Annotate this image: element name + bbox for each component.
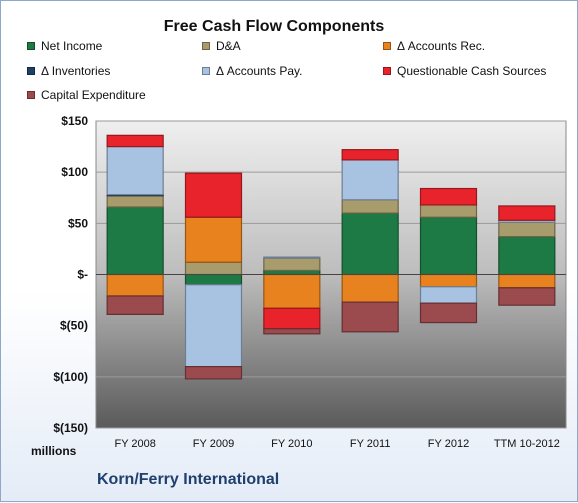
legend-item: Δ Accounts Pay. [202,64,303,78]
bar-segment [498,205,556,221]
y-tick-label: $150 [61,114,88,128]
legend-swatch [383,67,391,75]
legend-label: Δ Accounts Rec. [397,39,486,53]
legend-swatch [27,91,35,99]
bar-segment [498,273,556,289]
x-tick-label: FY 2009 [193,438,234,450]
bar-segment [341,149,399,161]
bar-segment [263,256,321,259]
y-axis-units-label: millions [31,444,77,458]
legend-item: Δ Accounts Rec. [383,39,485,53]
legend-label: Questionable Cash Sources [397,64,547,78]
y-tick-label: $100 [61,165,88,179]
y-tick-label: $(100) [53,370,88,384]
bar-segment [263,307,321,330]
bar-segment [498,221,556,238]
x-tick-label: FY 2008 [114,438,155,450]
x-tick-label: TTM 10-2012 [494,438,560,450]
bar-segment [106,145,164,196]
chart-title: Free Cash Flow Components [164,18,385,35]
legend-swatch [202,67,210,75]
bar-segment [419,302,478,324]
legend-swatch [27,67,35,75]
legend-label: Δ Accounts Pay. [216,64,303,78]
bar-segment [184,273,243,286]
bar-segment [419,204,478,218]
bar-segment [184,261,243,276]
legend: Net Income D&A Δ Accounts Rec. Δ Inventorie… [1,1,578,111]
legend-label: Capital Expenditure [41,88,146,102]
bar-segment [341,159,399,201]
bar-segment [498,287,556,306]
bar-segment [106,273,164,297]
legend-item: D&A [202,39,241,53]
bar-segment [106,195,164,208]
x-tick-label: FY 2010 [271,438,312,450]
y-tick-label: $(150) [53,421,88,435]
bar-segment [419,187,478,206]
bar-segment [263,273,321,309]
bar-segment [341,199,399,214]
bar-segment [419,216,478,276]
bar-segment [106,206,164,276]
legend-label: Net Income [41,39,103,53]
bar-segment [419,273,478,288]
company-name: Korn/Ferry International [97,471,280,488]
bar-segment [263,328,321,335]
legend-item: Questionable Cash Sources [383,64,546,78]
legend-swatch [202,42,210,50]
legend-item: Δ Inventories [27,64,110,78]
x-tick-label: FY 2011 [350,438,391,450]
bar-segment [498,236,556,276]
bar-segment [184,366,243,380]
bar-segment [419,286,478,304]
legend-item: Capital Expenditure [27,88,146,102]
bar-segment [341,273,399,303]
bar-segment [184,216,243,263]
legend-label: Δ Inventories [41,64,111,78]
legend-label: D&A [216,39,241,53]
legend-swatch [27,42,35,50]
bar-segment [263,257,321,272]
y-tick-label: $50 [68,216,88,230]
bar-segment [341,212,399,276]
y-tick-label: $(50) [60,319,88,333]
bar-segment [184,172,243,218]
bar-segment [184,284,243,368]
bar-segment [263,269,321,276]
x-tick-label: FY 2012 [428,438,469,450]
bar-segment [341,301,399,333]
legend-swatch [383,42,391,50]
legend-item: Net Income [27,39,102,53]
bar-segment [106,295,164,316]
bar-segment [106,134,164,148]
y-tick-label: $- [77,268,88,282]
